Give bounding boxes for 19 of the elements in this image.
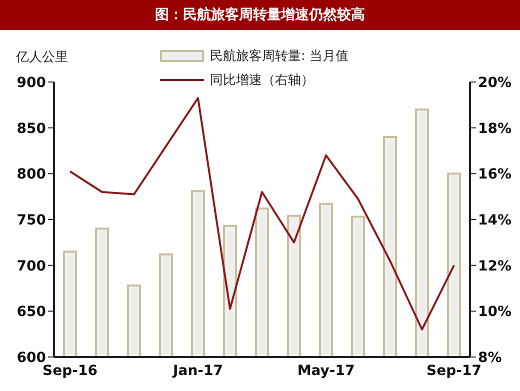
legend-label: 民航旅客周转量: 当月值	[209, 48, 349, 66]
y-axis-title: 亿人公里	[16, 49, 68, 66]
line-series	[69, 97, 455, 330]
y2-tick-label: 16%	[478, 166, 512, 183]
y-tick-label: 650	[16, 304, 46, 320]
y2-tick-label: 10%	[478, 304, 512, 320]
y-tick-label: 850	[16, 120, 46, 137]
y2-tick-label: 12%	[478, 258, 512, 274]
legend-label: 同比增速（右轴）	[209, 72, 315, 90]
y2-tick-label: 14%	[478, 212, 512, 228]
y2-tick-label: 18%	[478, 120, 512, 137]
chart-title: 图：民航旅客周转量增速仍然较高	[0, 0, 520, 30]
y-tick-label: 750	[16, 212, 46, 228]
x-tick-label: Jan-17	[172, 362, 223, 379]
y2-tick-label: 20%	[478, 74, 512, 91]
y-tick-label: 800	[16, 166, 46, 183]
y-tick-label: 700	[16, 258, 46, 274]
x-tick-label: May-17	[297, 362, 355, 379]
y-tick-label: 900	[16, 74, 46, 91]
